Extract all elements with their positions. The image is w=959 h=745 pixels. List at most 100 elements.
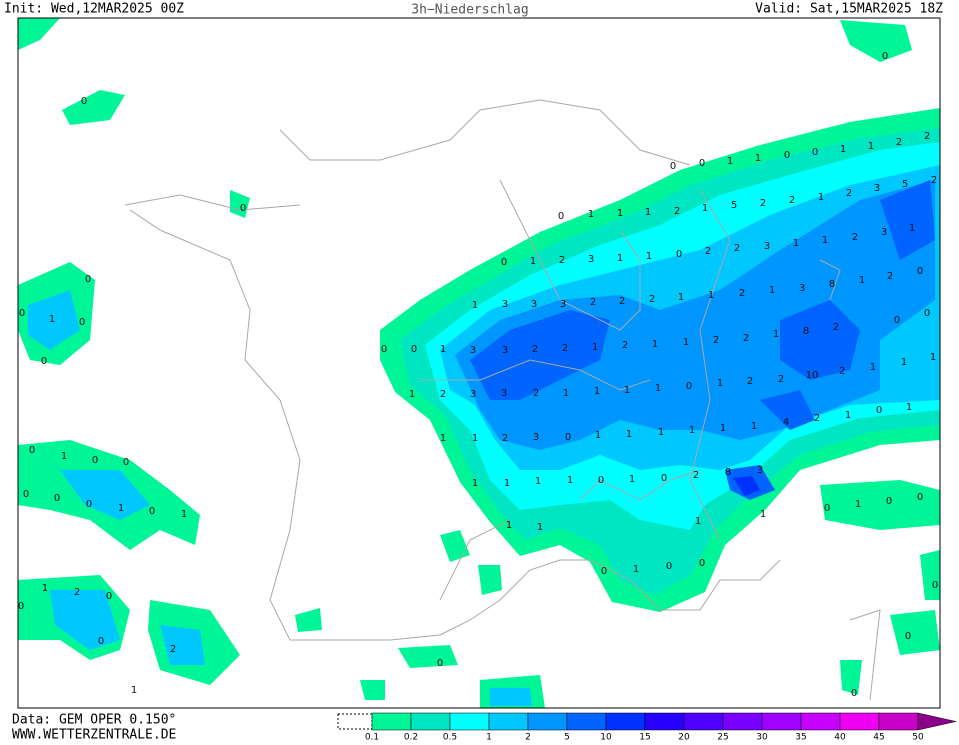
precip-label: 3: [502, 299, 508, 310]
precip-label: 2: [789, 195, 795, 206]
precip-label: 1: [755, 153, 761, 164]
map-title: 3h−Niederschlag: [411, 3, 528, 18]
precip-label: 2: [734, 243, 740, 254]
init-time: Init: Wed,12MAR2025 00Z: [4, 2, 184, 17]
legend-swatch: [800, 712, 841, 731]
precip-label: 1: [49, 314, 55, 325]
precip-label: 3: [533, 432, 539, 443]
precip-label: 3: [874, 183, 880, 194]
precip-label: 1: [868, 141, 874, 152]
precip-label: 0: [85, 274, 91, 285]
precip-label: 1: [472, 433, 478, 444]
precip-label: 1: [822, 235, 828, 246]
precip-label: 0: [240, 203, 246, 214]
precip-label: 1: [504, 478, 510, 489]
legend-overflow: [917, 712, 957, 731]
precip-label: 1: [702, 203, 708, 214]
precip-label: 0: [784, 150, 790, 161]
precip-label: 2: [532, 344, 538, 355]
precip-label: 1: [818, 192, 824, 203]
precip-label: 0: [676, 249, 682, 260]
legend-label: 25: [717, 733, 728, 742]
precip-label: 1: [633, 564, 639, 575]
precip-label: 2: [778, 374, 784, 385]
precip-label: 10: [806, 370, 819, 381]
precip-label: 8: [725, 467, 731, 478]
precip-label: 1: [595, 430, 601, 441]
precip-label: 0: [81, 96, 87, 107]
precip-label: 0: [601, 566, 607, 577]
precip-label: 1: [655, 383, 661, 394]
precip-label: 1: [901, 357, 907, 368]
precip-label: 0: [932, 580, 938, 591]
precip-label: 1: [563, 388, 569, 399]
precip-label: 0: [41, 356, 47, 367]
precip-label: 1: [859, 275, 865, 286]
precip-label: 1: [567, 475, 573, 486]
precip-label: 2: [74, 587, 80, 598]
precip-label: 1: [181, 509, 187, 520]
precip-label: 0: [381, 344, 387, 355]
legend-swatch: [761, 712, 802, 731]
legend-swatch: [371, 712, 412, 731]
precip-label: 1: [535, 476, 541, 487]
precip-label: 2: [619, 296, 625, 307]
legend-swatch: [644, 712, 685, 731]
precip-label: 0: [23, 489, 29, 500]
precip-label: 2: [705, 246, 711, 257]
precip-label: 0: [924, 308, 930, 319]
legend-label: 15: [639, 733, 650, 742]
precip-label: 0: [699, 158, 705, 169]
legend-label: 35: [795, 733, 806, 742]
legend-label: 10: [600, 733, 612, 742]
precip-label: 0: [98, 636, 104, 647]
precip-label: 0: [437, 658, 443, 669]
precip-label: 0: [876, 405, 882, 416]
precip-label: 0: [79, 317, 85, 328]
legend-label: 50: [912, 733, 924, 742]
precip-label: 1: [751, 421, 757, 432]
precip-label: 1: [855, 499, 861, 510]
precip-label: 0: [670, 161, 676, 172]
precip-label: 0: [917, 266, 923, 277]
precip-label: 1: [773, 329, 779, 340]
precip-label: 2: [170, 644, 176, 655]
precip-label: 2: [852, 232, 858, 243]
precip-label: 1: [646, 251, 652, 262]
precip-label: 0: [812, 147, 818, 158]
precip-label: 8: [803, 326, 809, 337]
precip-label: 0: [894, 315, 900, 326]
color-legend: 0.1 0.2 0.5 1 2 5 10 15 20 25 30 35 40 45 50: [365, 712, 957, 743]
precip-label: 0: [54, 493, 60, 504]
precip-label: 1: [537, 522, 543, 533]
legend-swatch: [839, 712, 880, 731]
precip-label: 0: [686, 381, 692, 392]
legend-swatch: [683, 712, 724, 731]
precip-label: 1: [626, 429, 632, 440]
precip-label: 1: [617, 208, 623, 219]
precip-label: 3: [588, 254, 594, 265]
precip-label: 2: [931, 175, 937, 186]
legend-swatch: [566, 712, 607, 731]
precip-label: 1: [652, 339, 658, 350]
precip-label: 2: [649, 294, 655, 305]
precip-label: 0: [851, 688, 857, 699]
map-frame: [17, 17, 941, 709]
precip-label: 2: [440, 389, 446, 400]
precip-label: 2: [562, 343, 568, 354]
precip-label: 2: [924, 131, 930, 142]
legend-swatch: [410, 712, 451, 731]
precip-label: 0: [19, 308, 25, 319]
precip-label: 1: [506, 520, 512, 531]
precip-label: 3: [470, 389, 476, 400]
precip-label: 0: [565, 432, 571, 443]
precip-label: 4: [783, 417, 789, 428]
precip-label: 2: [622, 340, 628, 351]
precip-label: 1: [683, 337, 689, 348]
precip-label: 1: [720, 423, 726, 434]
precip-label: 1: [42, 583, 48, 594]
precip-label: 1: [760, 509, 766, 520]
precip-label: 2: [760, 198, 766, 209]
